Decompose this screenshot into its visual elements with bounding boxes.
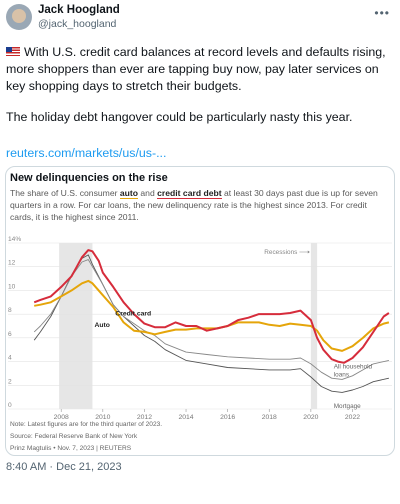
x-tick-label: 2008 [54,414,69,419]
y-tick-label: 10 [8,283,16,290]
all-household-line [33,259,389,380]
x-tick-label: 2018 [262,414,277,419]
chart-subtitle: The share of U.S. consumer auto and cred… [10,188,378,222]
avatar[interactable] [6,4,32,30]
all-household-label-2: loans [334,372,349,379]
y-tick-label: 12 [8,260,16,267]
credit-card-highlight: credit card debt [157,188,222,199]
y-tick-label: 0 [8,402,12,409]
y-tick-label: 14% [8,236,21,243]
mortgage-label: Mortgage [334,403,361,410]
y-tick-label: 8 [8,307,12,314]
x-tick-label: 2010 [95,414,110,419]
tweet-paragraph-2: The holiday debt hangover could be parti… [6,110,353,124]
tweet-timestamp[interactable]: 8:40 AM · Dec 21, 2023 [6,461,122,473]
x-tick-label: 2022 [345,414,360,419]
y-tick-label: 2 [8,378,12,385]
x-tick-label: 2020 [303,414,318,419]
y-tick-label: 6 [8,331,12,338]
chart-credit: Prinz Magtulis • Nov. 7, 2023 | REUTERS [10,445,132,452]
credit-card-line [33,249,390,364]
us-flag-icon [6,47,20,56]
x-tick-label: 2014 [178,414,193,419]
all-household-label: All household [334,364,373,371]
credit-card-label: Credit card [115,310,151,317]
tweet-text: With U.S. credit card balances at record… [6,44,394,95]
article-link[interactable]: reuters.com/markets/us/us-... [6,146,167,160]
chart-note: Note: Latest figures are for the third q… [10,421,163,428]
y-tick-label: 4 [8,355,12,362]
link-preview-card[interactable]: New delinquencies on the rise The share … [5,166,395,456]
chart-title: New delinquencies on the rise [10,172,168,184]
auto-label: Auto [94,322,109,329]
auto-line [34,279,390,352]
tweet-paragraph-1: With U.S. credit card balances at record… [6,45,386,93]
recession-label: Recessions [264,249,297,256]
x-tick-label: 2012 [137,414,152,419]
author-name[interactable]: Jack Hoogland [38,4,120,16]
more-icon[interactable]: ••• [374,6,390,20]
x-tick-label: 2016 [220,414,235,419]
delinquency-chart: 14% 12 10 8 6 4 2 0 2008 2010 2012 2014 2016 2018 2020… [8,236,392,419]
auto-highlight: auto [119,188,138,199]
recession-arrowhead [307,250,310,254]
chart-source: Source: Federal Reserve Bank of New York [10,433,138,440]
author-handle[interactable]: @jack_hoogland [38,18,117,30]
